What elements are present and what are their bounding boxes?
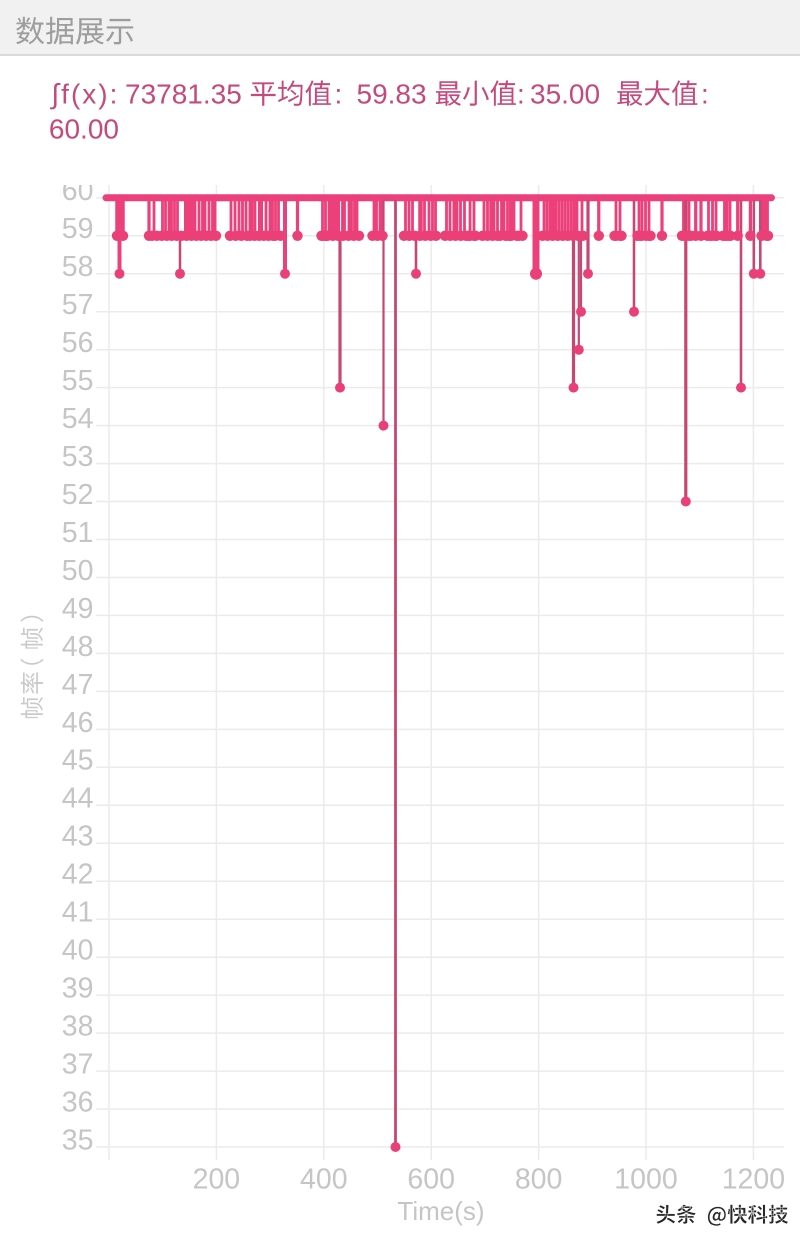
- svg-text:1200: 1200: [722, 1164, 785, 1196]
- svg-text:42: 42: [62, 859, 94, 891]
- svg-text:35: 35: [62, 1124, 94, 1156]
- svg-text:35.00: 35.00: [530, 79, 600, 110]
- svg-text:59: 59: [62, 213, 94, 245]
- svg-text:49: 49: [62, 593, 94, 625]
- svg-text:46: 46: [62, 707, 94, 739]
- svg-text:52: 52: [62, 479, 94, 511]
- svg-text:600: 600: [407, 1164, 455, 1196]
- svg-text::: :: [701, 79, 709, 110]
- svg-text:Time(s): Time(s): [397, 1196, 484, 1226]
- svg-text:38: 38: [62, 1011, 94, 1043]
- svg-text:36: 36: [62, 1086, 94, 1118]
- svg-text:∫f(x):: ∫f(x):: [50, 79, 120, 110]
- svg-text:39: 39: [62, 973, 94, 1005]
- svg-text:43: 43: [62, 821, 94, 853]
- svg-text:48: 48: [62, 631, 94, 663]
- svg-text:44: 44: [62, 783, 94, 815]
- svg-text:56: 56: [62, 327, 94, 359]
- svg-text:60.00: 60.00: [49, 113, 119, 144]
- svg-text:58: 58: [62, 251, 94, 283]
- svg-text:41: 41: [62, 897, 94, 929]
- svg-text:47: 47: [62, 669, 94, 701]
- svg-text:50: 50: [62, 555, 94, 587]
- svg-text::: :: [335, 79, 343, 110]
- svg-text:55: 55: [62, 365, 94, 397]
- svg-text:1000: 1000: [614, 1164, 677, 1196]
- svg-text:59.83: 59.83: [357, 79, 427, 110]
- svg-text:54: 54: [62, 403, 94, 435]
- svg-text:53: 53: [62, 441, 94, 473]
- svg-text:45: 45: [62, 745, 94, 777]
- svg-text:37: 37: [62, 1049, 94, 1081]
- svg-text:800: 800: [515, 1164, 563, 1196]
- svg-text:200: 200: [193, 1164, 241, 1196]
- svg-text:51: 51: [62, 517, 94, 549]
- svg-text:57: 57: [62, 289, 94, 321]
- svg-text:40: 40: [62, 935, 94, 967]
- svg-text:60: 60: [62, 175, 94, 207]
- svg-text:73781.35: 73781.35: [125, 79, 242, 110]
- svg-text:400: 400: [300, 1164, 348, 1196]
- svg-text::: :: [517, 79, 525, 110]
